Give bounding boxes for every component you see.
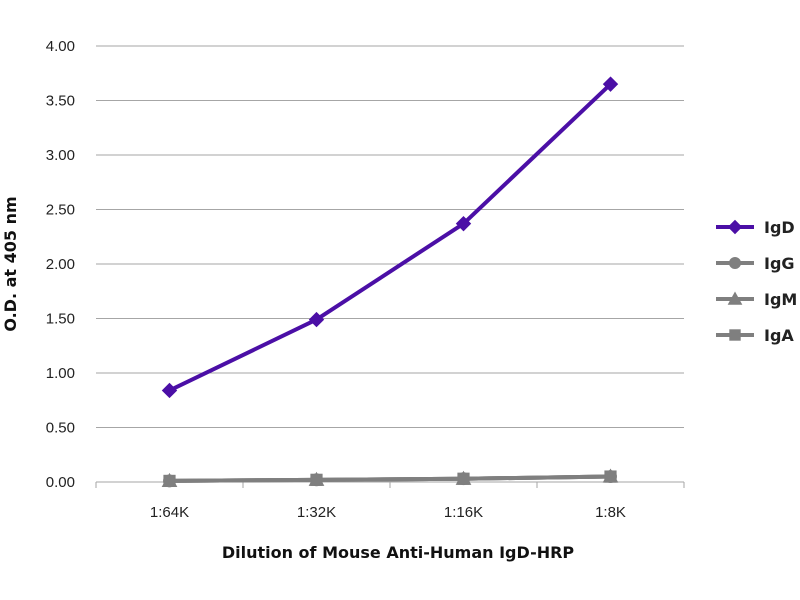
legend-label: IgA: [764, 326, 794, 345]
legend-swatch-marker: [727, 291, 743, 305]
y-axis-ticks: 0.00 0.50 1.00 1.50 2.00 2.50 3.00 3.50 4.00: [46, 38, 75, 491]
legend-label: IgG: [764, 254, 795, 273]
legend-swatch-marker: [727, 219, 743, 235]
data-point: [602, 76, 619, 92]
x-axis-ticks: 1:64K 1:32K 1:16K 1:8K: [95, 482, 685, 521]
legend-label: IgD: [764, 218, 795, 237]
x-tick-label: 1:8K: [595, 504, 626, 521]
data-point: [455, 215, 472, 232]
x-tick-label: 1:64K: [150, 504, 189, 521]
x-tick-label: 1:32K: [297, 504, 336, 521]
y-tick-label: 4.00: [46, 38, 75, 55]
legend: IgD IgG IgM IgA: [716, 218, 797, 345]
y-tick-label: 0.50: [46, 420, 75, 437]
y-tick-label: 2.50: [46, 202, 75, 219]
data-point: [604, 470, 617, 483]
legend-item: IgM: [716, 290, 797, 309]
y-tick-label: 0.00: [46, 474, 75, 491]
y-axis-title: O.D. at 405 nm: [1, 196, 20, 331]
legend-swatch-marker: [729, 329, 741, 341]
x-axis-title: Dilution of Mouse Anti-Human IgD-HRP: [222, 543, 575, 562]
y-tick-label: 1.00: [46, 365, 75, 382]
data-point: [310, 473, 323, 487]
y-tick-label: 2.00: [46, 256, 75, 273]
data-point: [308, 311, 325, 328]
series-igd: [161, 76, 619, 399]
gridlines: [96, 45, 684, 483]
legend-item: IgA: [716, 326, 794, 345]
series-line: [167, 474, 613, 483]
y-tick-label: 3.50: [46, 93, 75, 110]
series-layer: [161, 76, 619, 488]
legend-item: IgD: [716, 218, 795, 237]
series-line: [167, 82, 613, 393]
data-point: [457, 472, 470, 486]
legend-item: IgG: [716, 254, 795, 273]
legend-swatch-marker: [728, 256, 742, 270]
series-igg: [163, 470, 617, 488]
y-tick-label: 3.00: [46, 147, 75, 164]
y-tick-label: 1.50: [46, 311, 75, 328]
data-point: [161, 382, 178, 399]
legend-label: IgM: [764, 290, 797, 309]
data-point: [163, 474, 176, 488]
x-tick-label: 1:16K: [444, 504, 483, 521]
